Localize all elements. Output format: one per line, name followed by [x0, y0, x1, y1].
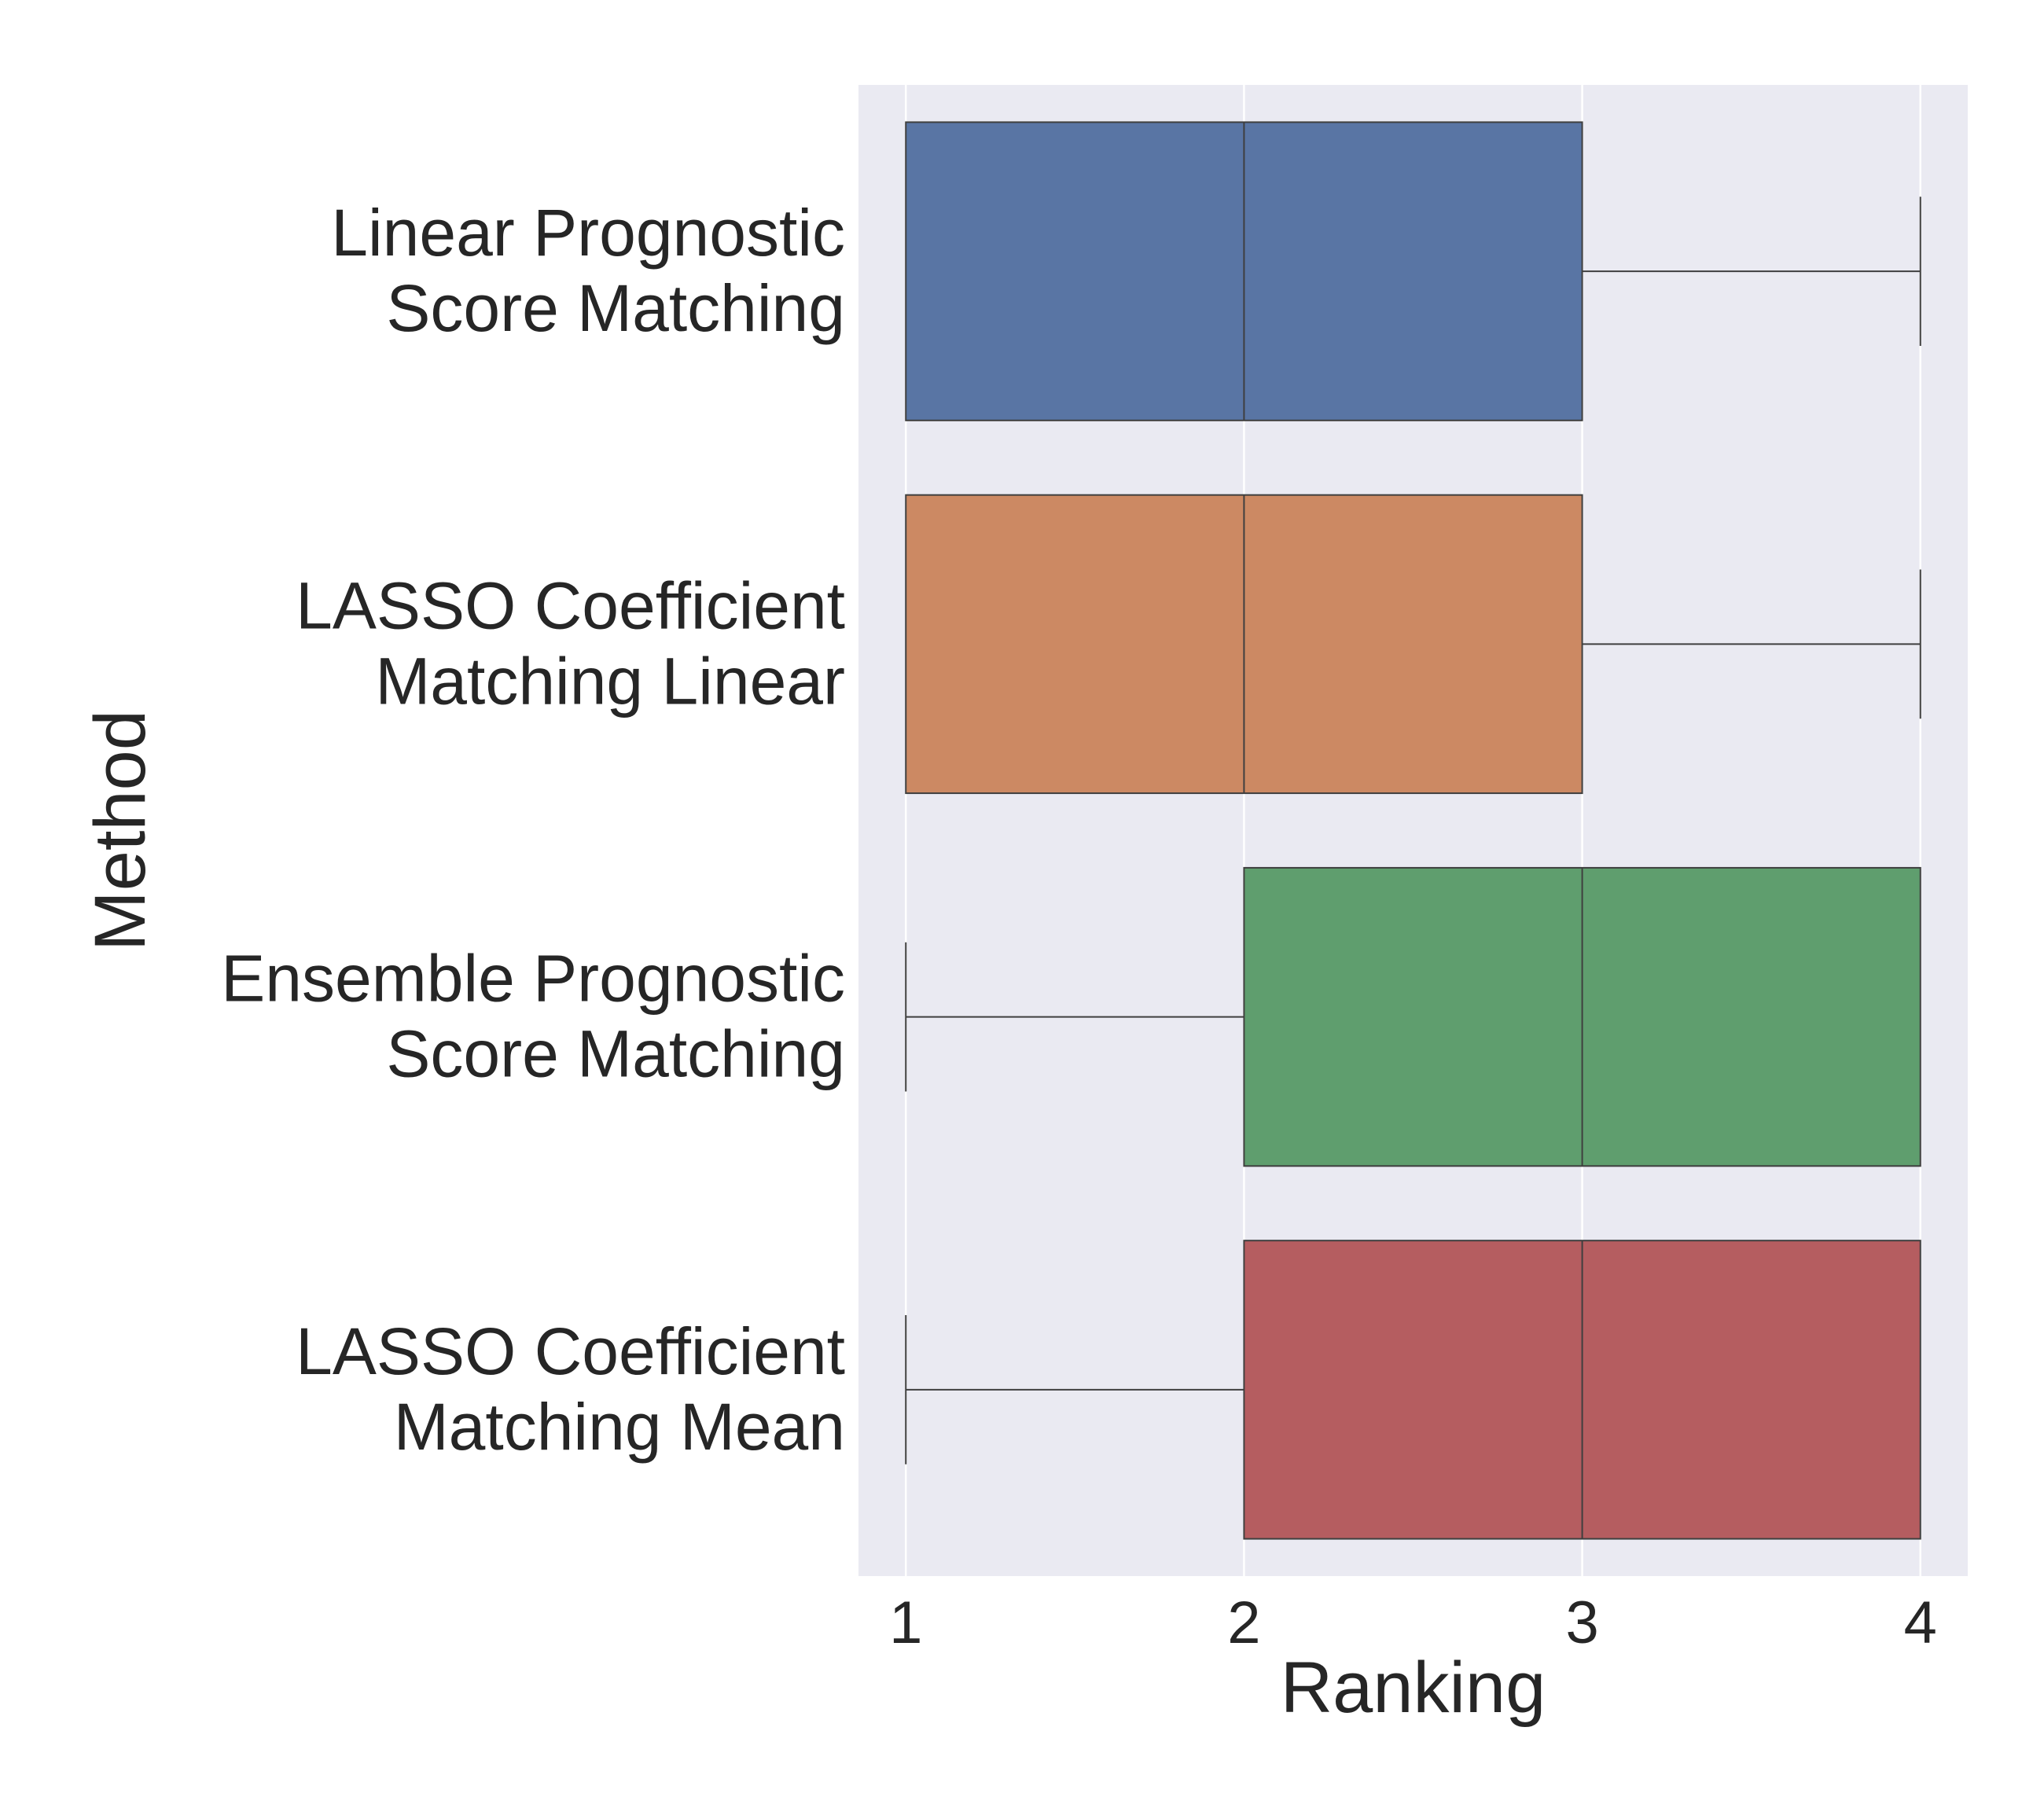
category-label-line: Linear Prognostic — [331, 196, 845, 270]
x-tick-labels: 1 2 3 4 — [889, 1589, 1937, 1656]
category-label-line: Matching Mean — [394, 1390, 845, 1464]
category-label-line: Matching Linear — [375, 644, 845, 718]
x-axis-title: Ranking — [1281, 1648, 1546, 1728]
box-series — [905, 121, 1921, 421]
box-series — [905, 866, 1921, 1167]
y-axis-title: Method — [80, 710, 160, 951]
category-label-line: LASSO Coefficient — [296, 568, 845, 642]
x-tick-label: 3 — [1565, 1589, 1598, 1656]
x-tick-label: 1 — [889, 1589, 922, 1656]
x-tick-label: 2 — [1227, 1589, 1260, 1656]
box-series — [905, 494, 1921, 795]
category-label-line: Score Matching — [386, 271, 845, 345]
category-label-line: LASSO Coefficient — [296, 1314, 845, 1388]
boxes — [905, 121, 1921, 1540]
box-series — [905, 1240, 1921, 1540]
category-label-line: Score Matching — [386, 1017, 845, 1091]
category-label-line: Ensemble Prognostic — [221, 942, 845, 1016]
x-tick-label: 4 — [1904, 1589, 1937, 1656]
